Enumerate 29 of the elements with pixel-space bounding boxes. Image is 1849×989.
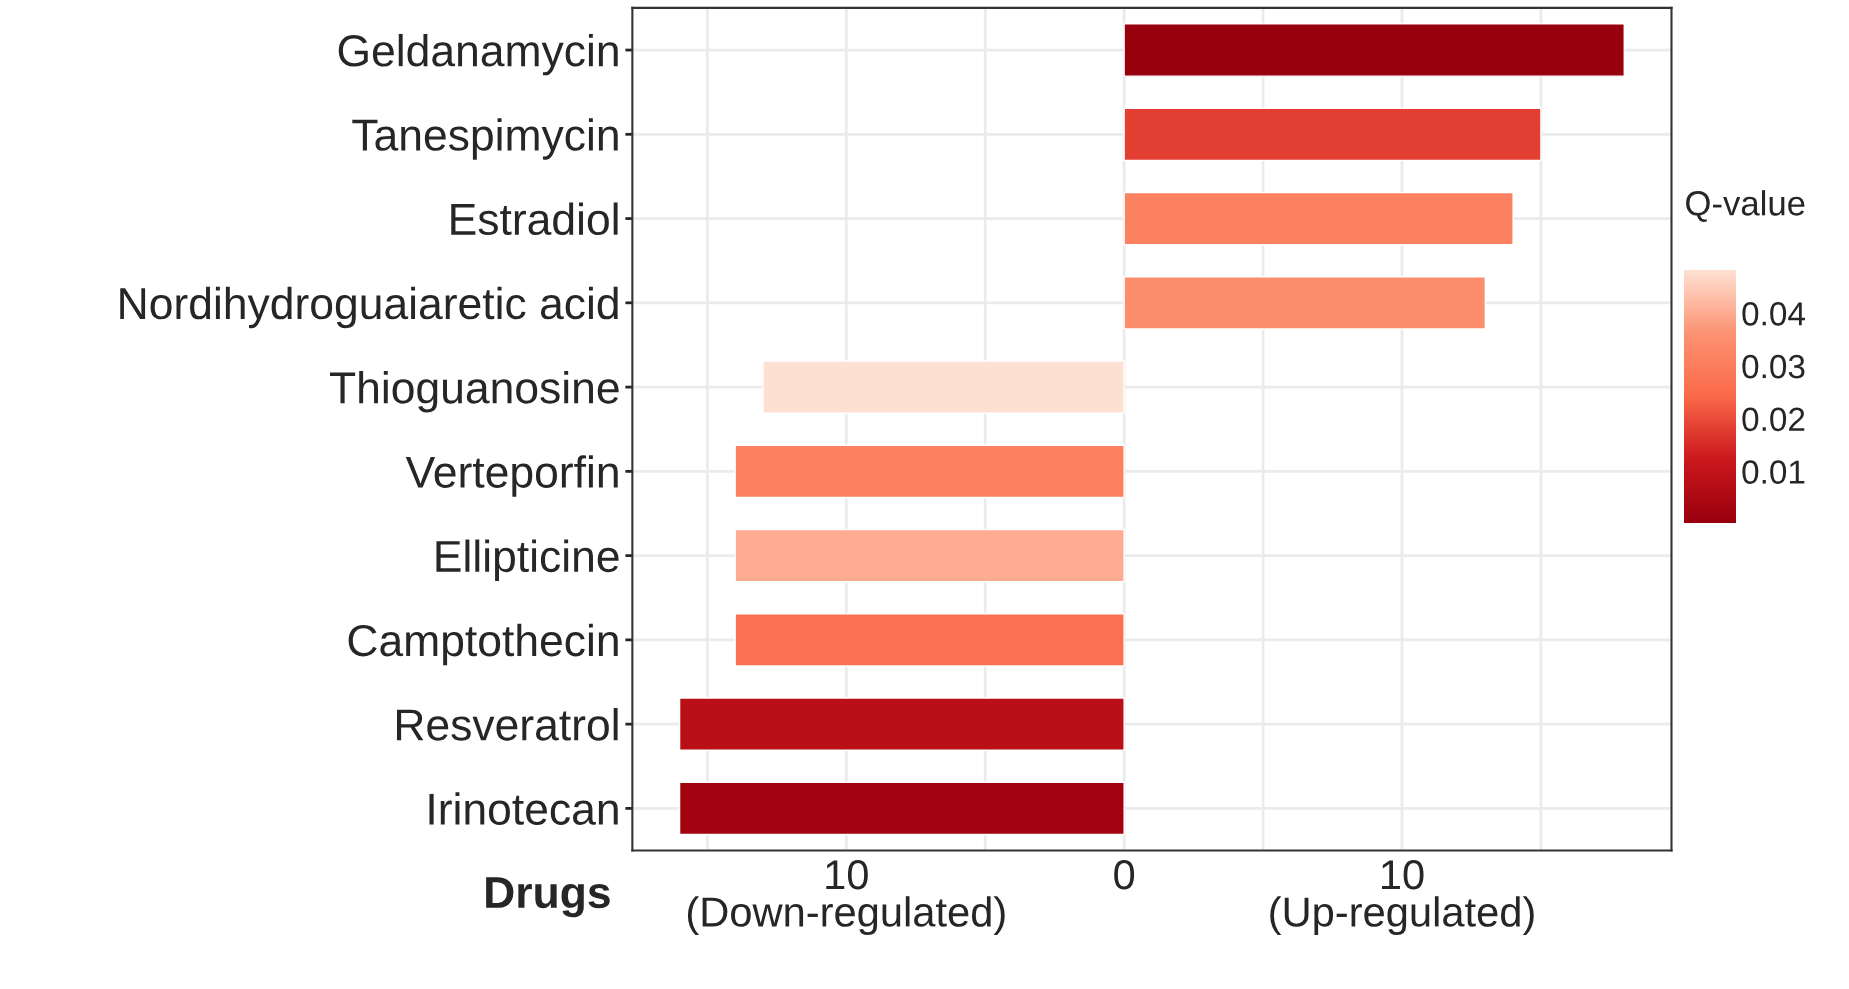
x-tick-label: 10 (Up-regulated) [1270,859,1534,936]
y-tick-label: Thioguanosine [330,370,619,413]
x-tick-label: 10 (Down-regulated) [687,859,1005,936]
bar [762,360,1125,414]
y-tick-label: Resveratrol [396,708,618,741]
bar [734,444,1125,499]
y-tick-label: Estradiol [451,202,618,236]
bar [734,613,1125,667]
bar [678,781,1125,836]
y-tick-label: Ellipticine [436,539,619,581]
color-bar-label: 0.03 [1742,354,1805,379]
y-tick-label: Verteporfin [405,455,618,497]
color-bar-title: Q-value [1686,190,1805,222]
color-bar-label: 0.02 [1742,407,1805,432]
bar [1123,23,1625,77]
color-bar-label: 0.04 [1742,302,1805,326]
y-tick-label: Nordihydroguaiaretic acid [120,286,618,329]
x-tick-label: 0 [1114,859,1135,890]
bar [678,697,1125,751]
bar [1123,107,1542,162]
y-tick-label: Geldanamycin [338,33,618,76]
bar [1123,276,1487,330]
bar [734,528,1125,583]
y-tick-label: Irinotecan [429,792,618,825]
y-axis-title: Drugs [486,877,610,918]
bar [1123,191,1514,246]
y-tick-label: Tanespimycin [352,118,618,160]
color-bar-label: 0.01 [1742,460,1805,484]
y-tick-label: Camptothecin [348,623,618,666]
